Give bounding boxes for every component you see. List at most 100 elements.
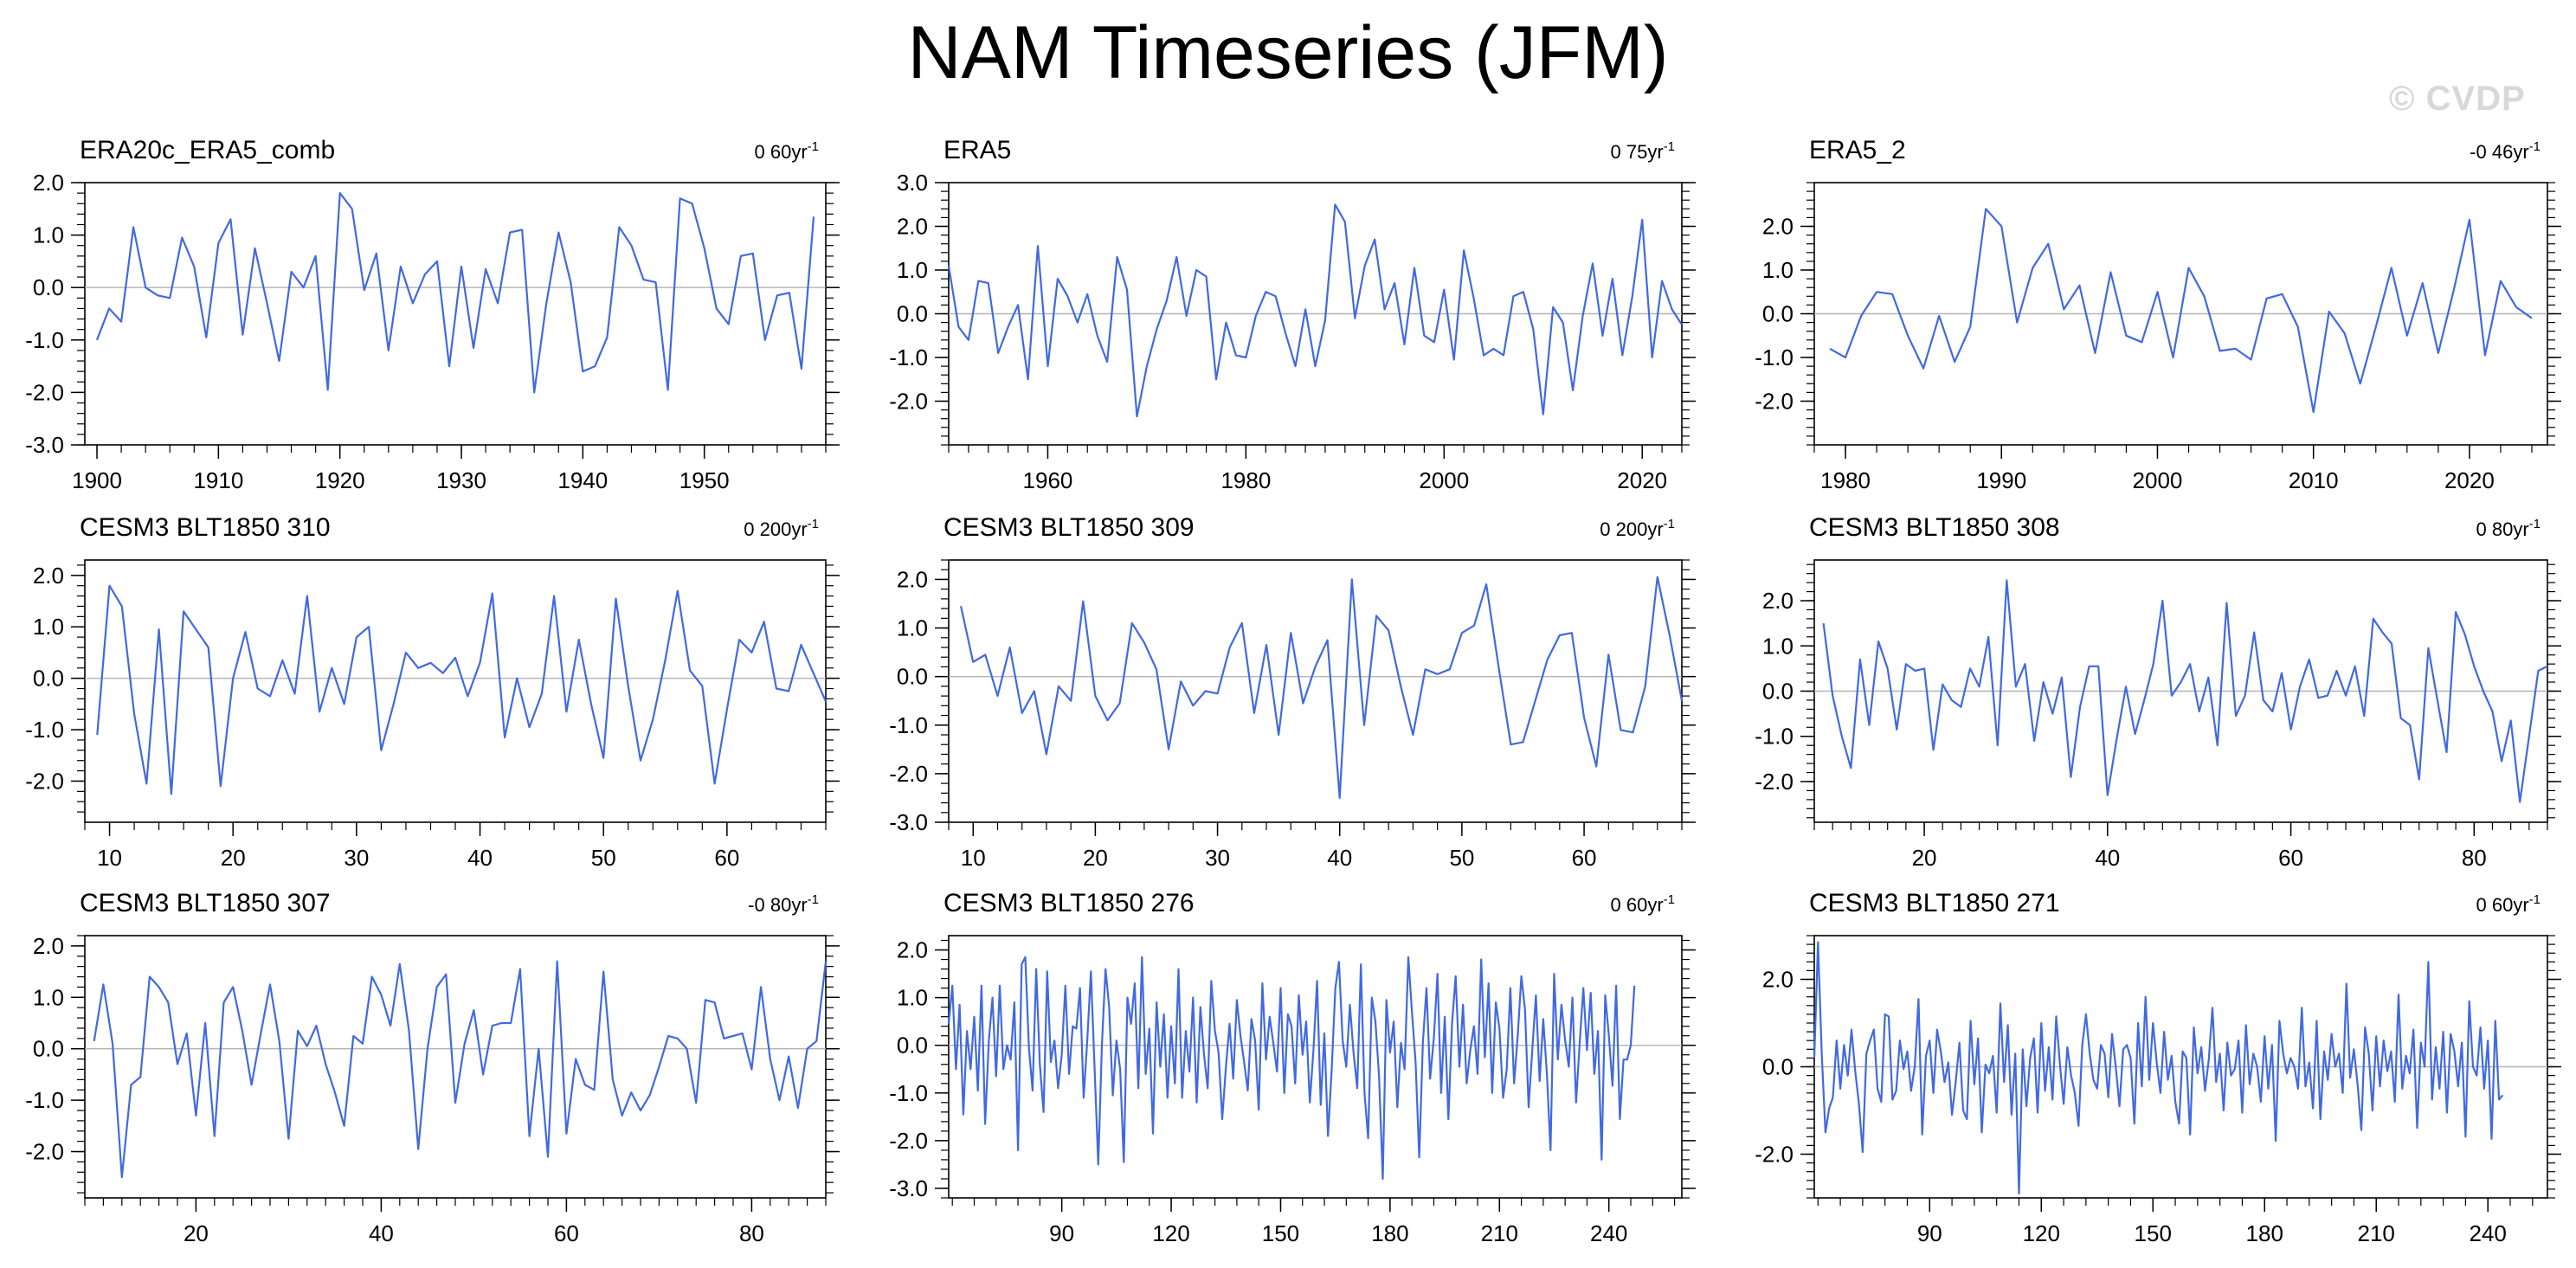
series-line — [947, 203, 1683, 418]
y-tick-label: 2.0 — [1762, 588, 1794, 614]
panel-title: CESM3 BLT1850 310 — [80, 513, 331, 542]
panel-1: -3.0 -2.0 -1.0 0.0 1.0 2.0 1900 1910 1920 1930 194… — [25, 136, 840, 493]
x-tick-label: 60 — [1572, 845, 1597, 871]
y-tick-label: -2.0 — [889, 1128, 928, 1154]
panel-2: -2.0 -1.0 0.0 1.0 2.0 3.0 1960 1980 2000 2020 ERA5… — [889, 136, 1696, 493]
trend-label: 0 60yr-1 — [755, 139, 820, 163]
panel-7: -2.0 -1.0 0.0 1.0 2.0 20 40 60 80 CESM3 BLT1850 3… — [25, 889, 840, 1246]
x-tick-label: 1980 — [1820, 467, 1871, 493]
y-tick-label: -1.0 — [1755, 344, 1794, 370]
y-tick-label: -2.0 — [25, 379, 64, 405]
x-tick-label: 90 — [1049, 1220, 1074, 1246]
y-tick-label: -3.0 — [25, 432, 64, 458]
y-tick-label: 1.0 — [897, 257, 928, 283]
x-tick-label: 60 — [714, 845, 739, 871]
y-tick-label: 2.0 — [33, 563, 64, 589]
figure-title: NAM Timeseries (JFM) — [907, 11, 1669, 94]
y-tick-label: -1.0 — [25, 327, 64, 353]
plot-frame — [84, 182, 827, 446]
plot-frame — [948, 935, 1683, 1199]
y-tick-label: -2.0 — [25, 768, 64, 794]
x-tick-label: 50 — [1449, 845, 1474, 871]
y-tick-label: 0.0 — [33, 274, 64, 300]
y-tick-label: 0.0 — [897, 301, 928, 327]
series-line — [947, 956, 1636, 1181]
y-tick-label: 2.0 — [1762, 967, 1794, 993]
series-line — [96, 584, 828, 795]
x-tick-label: 1980 — [1220, 467, 1271, 493]
cvdp-watermark: © CVDP — [2389, 80, 2526, 118]
panel-title: ERA5 — [943, 136, 1011, 164]
y-tick-label: 1.0 — [1762, 257, 1794, 283]
series-line — [960, 576, 1684, 800]
series-line — [1829, 208, 2533, 414]
y-tick-label: -2.0 — [25, 1139, 64, 1165]
trend-label: 0 200yr-1 — [1600, 517, 1675, 540]
y-tick-label: -2.0 — [1755, 769, 1794, 795]
x-tick-label: 150 — [2135, 1220, 2172, 1246]
panel-title: CESM3 BLT1850 308 — [1809, 513, 2060, 542]
x-tick-label: 1960 — [1023, 467, 1073, 493]
x-tick-label: 2010 — [2289, 467, 2339, 493]
x-tick-label: 180 — [1371, 1220, 1408, 1246]
panel-title: ERA5_2 — [1809, 136, 1906, 164]
x-tick-label: 210 — [2358, 1220, 2395, 1246]
panel-title: CESM3 BLT1850 309 — [943, 513, 1195, 542]
x-tick-label: 80 — [2462, 845, 2487, 871]
y-tick-label: 0.0 — [33, 1036, 64, 1062]
x-tick-label: 50 — [591, 845, 616, 871]
y-tick-label: -2.0 — [1755, 389, 1794, 415]
panel-4: -2.0 -1.0 0.0 1.0 2.0 10 20 30 40 50 60 CESM3 BLT18… — [25, 513, 840, 871]
x-tick-label: 1930 — [436, 467, 486, 493]
trend-label: 0 200yr-1 — [744, 517, 819, 540]
y-tick-label: 2.0 — [897, 937, 928, 963]
x-tick-label: 40 — [467, 845, 493, 871]
y-tick-label: -2.0 — [1755, 1142, 1794, 1168]
y-tick-label: 0.0 — [897, 664, 928, 690]
x-tick-label: 1920 — [315, 467, 365, 493]
trend-label: 0 75yr-1 — [1611, 139, 1676, 163]
x-tick-label: 20 — [1912, 845, 1937, 871]
y-tick-label: -2.0 — [889, 761, 928, 787]
y-tick-label: -1.0 — [25, 1087, 64, 1113]
x-tick-label: 1950 — [679, 467, 730, 493]
panel-title: ERA20c_ERA5_comb — [80, 136, 335, 164]
x-tick-label: 210 — [1481, 1220, 1518, 1246]
y-tick-label: 0.0 — [1762, 679, 1794, 705]
x-tick-label: 30 — [344, 845, 369, 871]
y-tick-label: 1.0 — [33, 222, 64, 248]
x-tick-label: 60 — [2278, 845, 2303, 871]
panel-title: CESM3 BLT1850 271 — [1809, 889, 2060, 917]
x-tick-label: 60 — [554, 1220, 579, 1246]
x-tick-label: 120 — [2023, 1220, 2060, 1246]
panel-6: -2.0 -1.0 0.0 1.0 2.0 20 40 60 80 CESM3 BLT1850 3… — [1755, 513, 2561, 871]
x-tick-label: 20 — [1083, 845, 1108, 871]
y-tick-label: -3.0 — [889, 1175, 928, 1201]
panel-5: -3.0 -2.0 -1.0 0.0 1.0 2.0 10 20 30 40 50 60 CESM3 B… — [889, 513, 1696, 871]
y-tick-label: 1.0 — [897, 615, 928, 641]
x-tick-label: 40 — [369, 1220, 394, 1246]
series-line — [1822, 579, 2548, 803]
y-tick-label: 0.0 — [1762, 301, 1794, 327]
trend-label: -0 46yr-1 — [2470, 139, 2541, 163]
y-tick-label: -1.0 — [1755, 724, 1794, 750]
y-tick-label: -1.0 — [889, 344, 928, 370]
x-tick-label: 2020 — [1617, 467, 1667, 493]
y-tick-label: 1.0 — [897, 985, 928, 1011]
x-tick-label: 10 — [961, 845, 986, 871]
trend-label: 0 80yr-1 — [2476, 517, 2541, 540]
x-tick-label: 40 — [1327, 845, 1352, 871]
panel-3: -2.0 -1.0 0.0 1.0 2.0 1980 1990 2000 2010 2020 ERA… — [1755, 136, 2561, 493]
panel-title: CESM3 BLT1850 276 — [943, 889, 1195, 917]
y-tick-label: -2.0 — [889, 389, 928, 415]
panel-title: CESM3 BLT1850 307 — [80, 889, 331, 917]
panel-8: -3.0 -2.0 -1.0 0.0 1.0 2.0 90 120 150 180 210 240 CE… — [889, 889, 1696, 1246]
panel-9: -2.0 0.0 2.0 90 120 150 180 210 240 CESM3 BLT1850… — [1755, 889, 2561, 1246]
y-tick-label: 2.0 — [897, 214, 928, 240]
x-tick-label: 240 — [2470, 1220, 2507, 1246]
y-tick-label: -1.0 — [889, 712, 928, 738]
x-tick-label: 2020 — [2444, 467, 2495, 493]
x-tick-label: 1940 — [557, 467, 608, 493]
x-tick-label: 20 — [184, 1220, 209, 1246]
